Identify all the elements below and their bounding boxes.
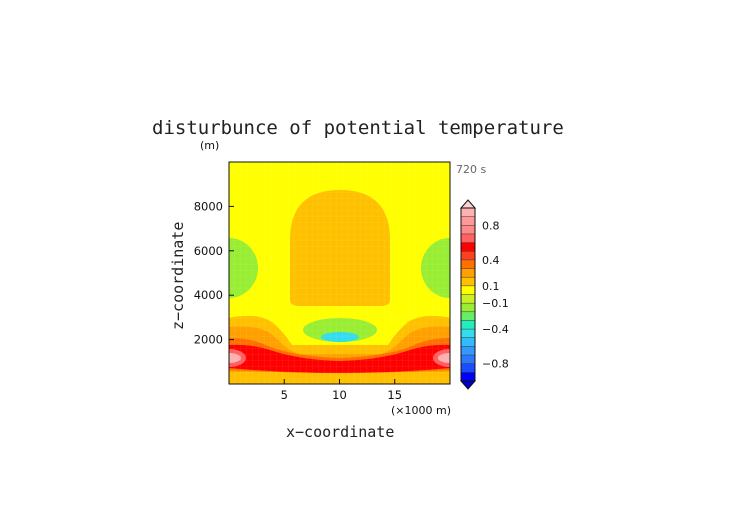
- colorbar-max-triangle: [459, 199, 477, 209]
- colorbar-swatch-2: [461, 355, 475, 364]
- x-axis-unit: (×1000 m): [391, 404, 451, 417]
- x-tick-label-0: 5: [281, 388, 288, 402]
- colorbar-swatch-13: [461, 259, 475, 269]
- colorbar-swatch-5: [461, 329, 475, 338]
- colorbar-label-2: 0.1: [482, 280, 500, 293]
- x-axis: 5 10 15: [281, 379, 402, 402]
- colorbar-swatch-19: [461, 208, 475, 217]
- colorbar-swatch-6: [461, 320, 475, 330]
- y-axis-unit: (m): [200, 139, 219, 152]
- colorbar-swatch-12: [461, 268, 475, 278]
- colorbar-label-1: 0.4: [482, 254, 500, 267]
- y-axis-label: z−coordinate: [169, 222, 187, 330]
- x-tick-label-1: 10: [332, 388, 347, 402]
- colorbar-swatch-14: [461, 251, 475, 260]
- colorbar-label-3: −0.1: [482, 297, 509, 310]
- plot-area: [229, 162, 450, 384]
- colorbar-label-0: 0.8: [482, 219, 500, 232]
- colorbar: 0.8 0.4 0.1 −0.1 −0.4 −0.8: [459, 199, 509, 390]
- chart-title: disturbunce of potential temperature: [152, 117, 564, 139]
- y-tick-label-2: 6000: [194, 244, 223, 258]
- y-axis: 2000 4000 6000 8000: [194, 199, 234, 347]
- colorbar-swatch-3: [461, 346, 475, 356]
- time-label: 720 s: [456, 163, 486, 176]
- colorbar-swatch-18: [461, 216, 475, 226]
- y-tick-label-0: 2000: [194, 333, 223, 347]
- colorbar-swatch-7: [461, 311, 475, 321]
- colorbar-swatch-10: [461, 285, 475, 295]
- x-axis-label: x−coordinate: [286, 423, 394, 441]
- colorbar-label-4: −0.4: [482, 323, 509, 336]
- colorbar-swatch-0: [461, 372, 475, 381]
- y-tick-label-1: 4000: [194, 288, 223, 302]
- colorbar-swatch-15: [461, 242, 475, 252]
- y-tick-label-3: 8000: [194, 199, 223, 213]
- colorbar-swatch-8: [461, 303, 475, 312]
- colorbar-swatch-17: [461, 225, 475, 234]
- colorbar-swatch-9: [461, 294, 475, 304]
- colorbar-label-5: −0.8: [482, 358, 509, 371]
- grid-overlay: [229, 162, 450, 384]
- colorbar-swatch-11: [461, 277, 475, 286]
- colorbar-swatch-4: [461, 337, 475, 347]
- colorbar-swatch-1: [461, 363, 475, 373]
- colorbar-min-triangle: [459, 380, 477, 390]
- colorbar-swatch-16: [461, 233, 475, 243]
- x-tick-label-2: 15: [387, 388, 402, 402]
